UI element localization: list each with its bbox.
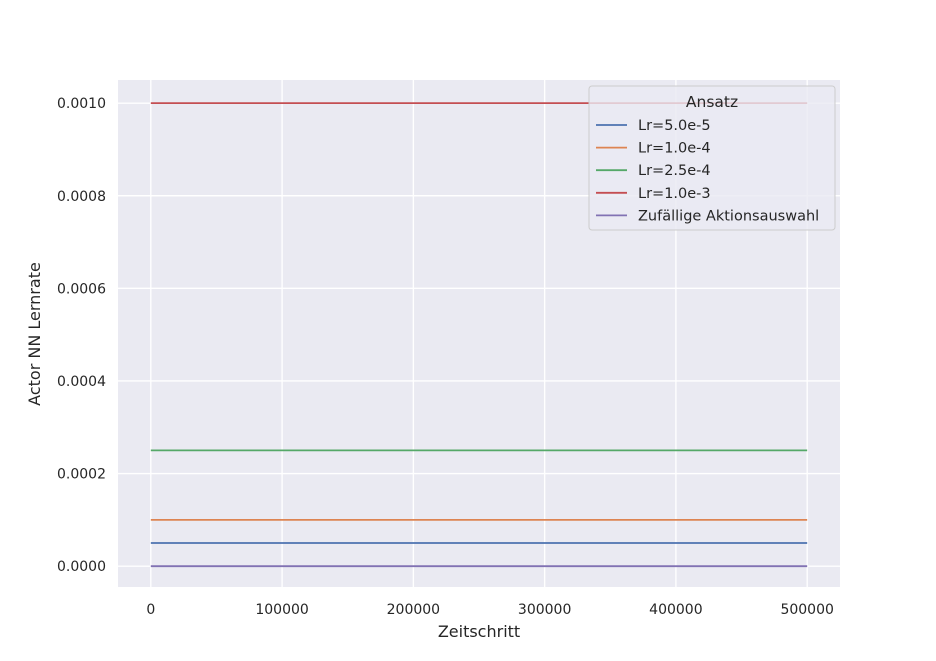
x-tick-label: 200000 [387, 602, 440, 618]
legend-entry-label: Zufällige Aktionsauswahl [638, 208, 819, 224]
y-tick-label: 0.0000 [57, 559, 106, 575]
y-axis-label: Actor NN Lernrate [25, 262, 44, 406]
x-tick-label: 500000 [780, 602, 833, 618]
x-tick-label: 300000 [518, 602, 571, 618]
legend-items: Lr=5.0e-5 Lr=1.0e-4 Lr=2.5e-4 Lr=1.0e-3 Zufä… [596, 118, 819, 224]
legend-entry-label: Lr=1.0e-4 [638, 141, 711, 157]
y-tick-label: 0.0008 [57, 189, 106, 205]
y-tick-label: 0.0006 [57, 281, 106, 297]
legend-entry-label: Lr=1.0e-3 [638, 186, 711, 202]
legend-box [588, 85, 836, 231]
legend-entry-label: Lr=5.0e-5 [638, 118, 711, 134]
y-tick-label: 0.0004 [57, 374, 106, 390]
x-axis-label: Zeitschritt [438, 622, 520, 641]
x-tick-label: 0 [146, 602, 155, 618]
legend: Ansatz Lr=5.0e-5 Lr=1.0e-4 Lr=2.5e-4 Lr=1.0… [588, 85, 836, 231]
y-tick-label: 0.0002 [57, 467, 106, 483]
x-tick-label: 100000 [255, 602, 308, 618]
tick-labels: 0 100000 200000 300000 400000 500000 0.0000 0.0… [57, 96, 834, 618]
legend-title: Ansatz [686, 93, 738, 111]
y-tick-label: 0.0010 [57, 96, 106, 112]
x-tick-label: 400000 [649, 602, 702, 618]
legend-entry-label: Lr=2.5e-4 [638, 163, 711, 179]
